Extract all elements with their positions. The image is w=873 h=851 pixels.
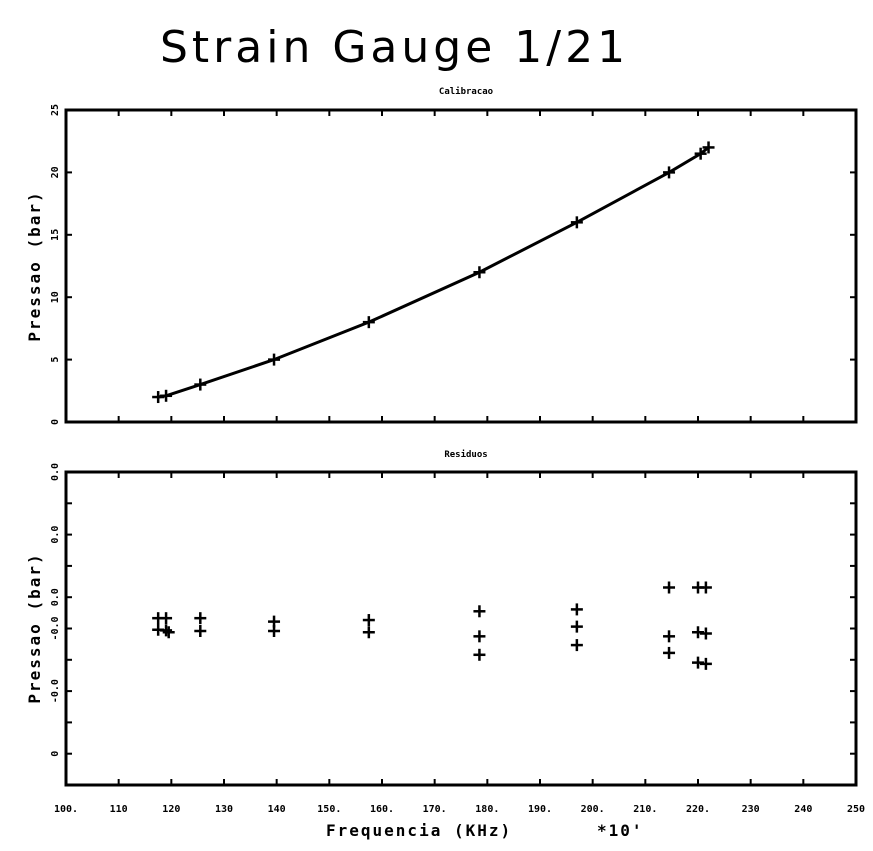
residual-point [160, 612, 173, 625]
calibration-point [268, 353, 281, 366]
residual-point [663, 581, 676, 594]
residuals-frame [64, 470, 858, 787]
residual-point [473, 605, 486, 618]
residuals-subtitle: Residuos [444, 449, 487, 460]
calibration-y-tick-label: 10 [50, 291, 61, 303]
x-tick-label: 240 [794, 804, 812, 815]
calibration-subtitle: Calibracao [439, 86, 493, 97]
x-tick-label: 160. [370, 804, 394, 815]
residual-point [699, 627, 712, 640]
residuals-y-tick-label: -0.0 [50, 616, 61, 640]
x-tick-label: 200. [581, 804, 605, 815]
residual-point [194, 612, 207, 625]
x-tick-label: 170. [423, 804, 447, 815]
residual-point [362, 626, 375, 639]
residual-point [473, 648, 486, 661]
calibration-ylabel: Pressao (bar) [25, 190, 44, 341]
calibration-y-tick-label: 25 [50, 104, 61, 116]
residual-point [570, 620, 583, 633]
chart-title: Strain Gauge 1/21 [160, 22, 629, 73]
calibration-y-tick-label: 15 [50, 229, 61, 241]
calibration-ticks: 0 5 10 15 20 25 [50, 104, 857, 425]
residual-point [362, 614, 375, 627]
x-tick-label: 220. [686, 804, 710, 815]
x-axis-label: Frequencia (KHz) [326, 821, 512, 840]
calibration-point [362, 316, 375, 329]
residual-point [692, 656, 704, 669]
residual-point [160, 624, 173, 637]
calibration-point [194, 378, 207, 391]
calibration-point [694, 147, 707, 160]
residuals-panel: Residuos Pressao (bar) 0 -0.0 -0.0 0.0 0.0 0.… [25, 449, 858, 787]
calibration-y-tick-label: 0 [50, 419, 61, 425]
residual-point [194, 625, 207, 638]
x-tick-label: 150. [317, 804, 341, 815]
x-tick-label: 190. [528, 804, 552, 815]
calibration-point [473, 266, 486, 279]
residual-point [570, 639, 583, 652]
x-tick-label: 210. [633, 804, 657, 815]
residual-point [268, 625, 281, 638]
residual-point [473, 630, 486, 643]
residuals-ticks: 0 -0.0 -0.0 0.0 0.0 0.0 [50, 463, 857, 786]
x-tick-label: 120 [162, 804, 180, 815]
x-tick-label: 180. [475, 804, 499, 815]
calibration-curve [157, 146, 710, 399]
calibration-point [570, 216, 583, 229]
residuals-y-tick-label: -0.0 [50, 679, 61, 703]
x-tick-label: 140 [268, 804, 286, 815]
residual-point [699, 657, 712, 670]
residuals-y-tick-label: 0.0 [50, 463, 61, 481]
x-tick-label: 100. [54, 804, 78, 815]
residual-point [570, 603, 583, 616]
residuals-marks [152, 581, 712, 670]
residual-point [663, 630, 676, 643]
calibration-point [702, 141, 715, 154]
calibration-y-tick-label: 5 [50, 357, 61, 363]
residuals-y-tick-label: 0.0 [50, 526, 61, 544]
calibration-point [663, 166, 676, 179]
calibration-y-tick-label: 20 [50, 166, 61, 178]
residual-point [699, 581, 712, 594]
x-tick-label: 230 [742, 804, 760, 815]
residuals-ylabel: Pressao (bar) [25, 552, 44, 703]
x-tick-labels: 100. 110 120 130 140 150. 160. 170. 180. 190. 200.… [54, 804, 865, 815]
residual-point [162, 626, 175, 639]
residuals-y-tick-label: 0.0 [50, 588, 61, 606]
x-tick-label: 130 [215, 804, 233, 815]
residuals-y-tick-label: 0 [50, 751, 61, 757]
residual-point [692, 626, 704, 639]
calibration-frame [64, 108, 858, 424]
calibration-marks [152, 141, 715, 404]
residual-point [663, 646, 676, 659]
x-axis-multiplier: *10' [597, 821, 644, 840]
x-tick-label: 110 [110, 804, 128, 815]
x-tick-label: 250 [847, 804, 865, 815]
calibration-panel: Calibracao Pressao (bar) 0 5 10 15 20 25 [25, 86, 858, 425]
calibration-point [160, 389, 173, 402]
